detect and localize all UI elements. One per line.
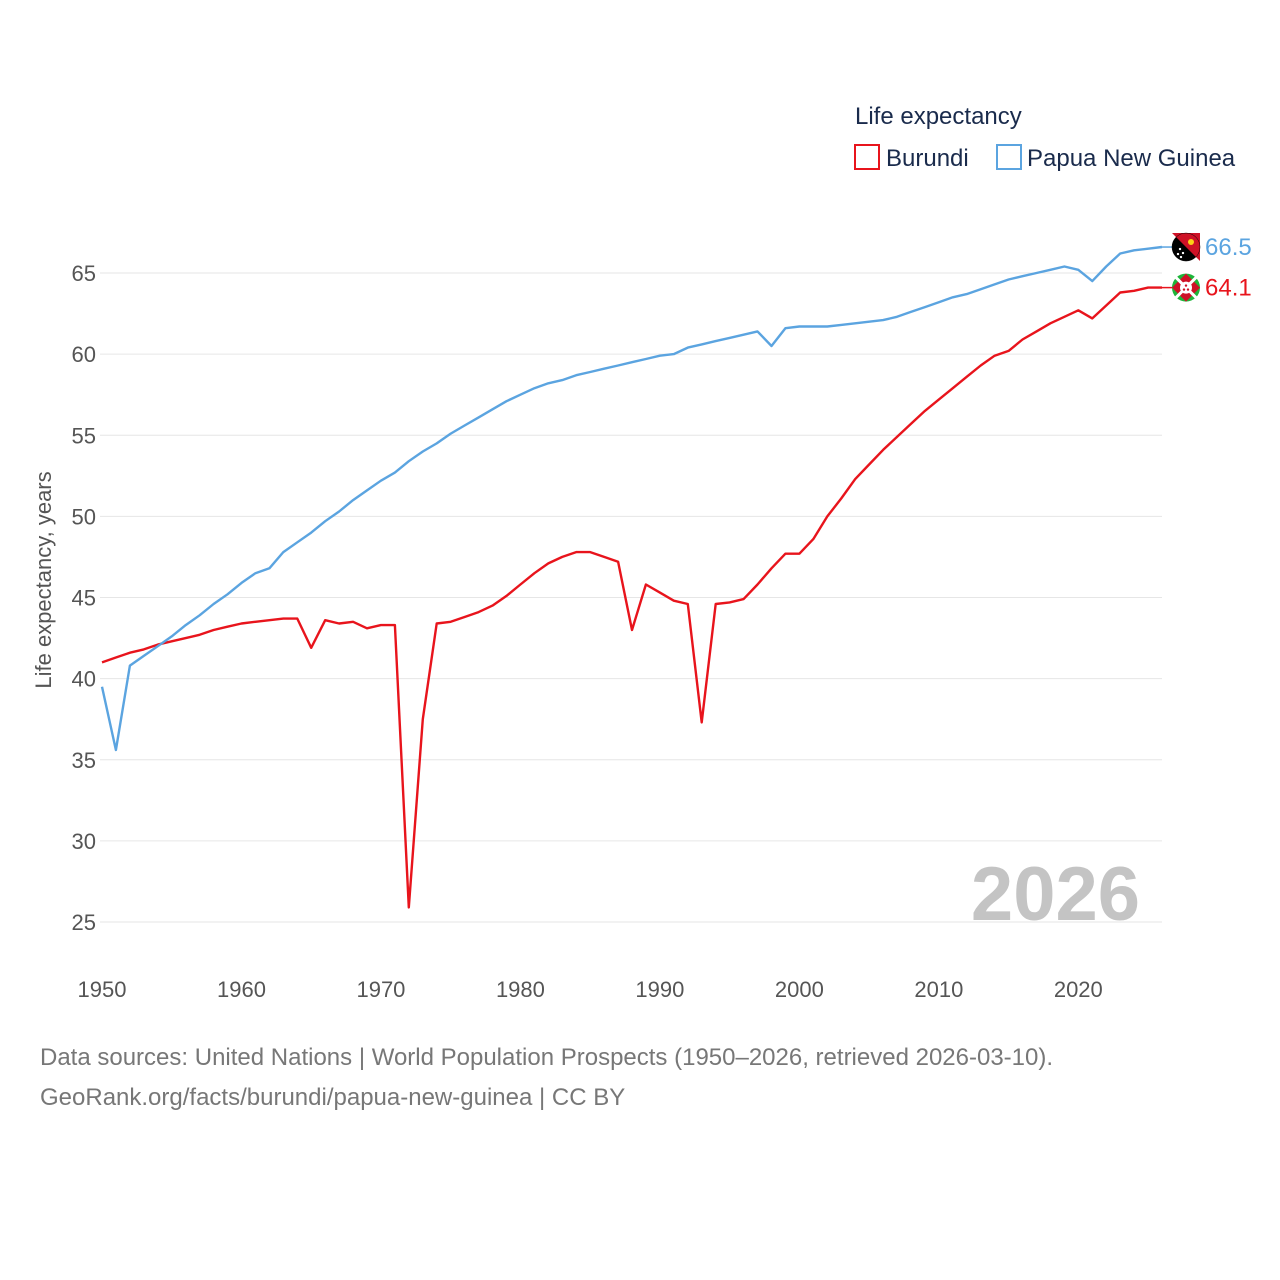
x-axis-ticks: 1950 1960 1970 1980 1990 2000 2010 2020 — [78, 977, 1103, 1002]
x-tick-label: 1970 — [356, 977, 405, 1002]
y-tick-label: 60 — [72, 342, 96, 367]
y-tick-label: 45 — [72, 586, 96, 611]
papua-new-guinea-flag-icon — [1171, 232, 1201, 262]
y-axis-label: Life expectancy, years — [31, 471, 56, 688]
y-tick-label: 35 — [72, 748, 96, 773]
y-tick-label: 50 — [72, 504, 96, 529]
end-label-papua-new-guinea: 66.5 — [1205, 234, 1252, 261]
legend-item-papua-new-guinea[interactable]: Papua New Guinea — [996, 144, 1236, 172]
end-label-burundi: 64.1 — [1205, 275, 1252, 302]
legend-swatch-burundi — [854, 144, 880, 170]
y-tick-label: 25 — [72, 910, 96, 935]
y-tick-label: 55 — [72, 423, 96, 448]
legend: Life expectancy Burundi Papua New Guinea — [854, 103, 1236, 172]
legend-label-burundi: Burundi — [886, 145, 969, 172]
legend-title: Life expectancy — [855, 103, 1022, 130]
source-line-1: Data sources: United Nations | World Pop… — [40, 1044, 1054, 1071]
x-tick-label: 1990 — [635, 977, 684, 1002]
legend-label-papua-new-guinea: Papua New Guinea — [1027, 145, 1236, 172]
x-tick-label: 1950 — [78, 977, 127, 1002]
y-tick-label: 65 — [72, 261, 96, 286]
legend-item-burundi[interactable]: Burundi — [854, 144, 969, 172]
source-line-2[interactable]: GeoRank.org/facts/burundi/papua-new-guin… — [40, 1084, 626, 1111]
x-tick-label: 2010 — [914, 977, 963, 1002]
gridlines — [100, 272, 1162, 923]
current-year-watermark: 2026 — [971, 852, 1140, 937]
x-tick-label: 2000 — [775, 977, 824, 1002]
y-tick-label: 40 — [72, 667, 96, 692]
series-end-labels: 64.1 66.5 — [1162, 232, 1252, 302]
legend-swatch-papua-new-guinea — [996, 144, 1022, 170]
y-axis-ticks: 25 30 35 40 45 50 55 60 65 — [72, 261, 96, 935]
series-lines — [100, 245, 1163, 909]
series-line-burundi[interactable] — [101, 286, 1162, 909]
x-tick-label: 1980 — [496, 977, 545, 1002]
y-tick-label: 30 — [72, 829, 96, 854]
series-line-papua-new-guinea[interactable] — [100, 245, 1163, 752]
x-tick-label: 2020 — [1054, 977, 1103, 1002]
x-tick-label: 1960 — [217, 977, 266, 1002]
burundi-flag-icon — [1172, 273, 1200, 302]
